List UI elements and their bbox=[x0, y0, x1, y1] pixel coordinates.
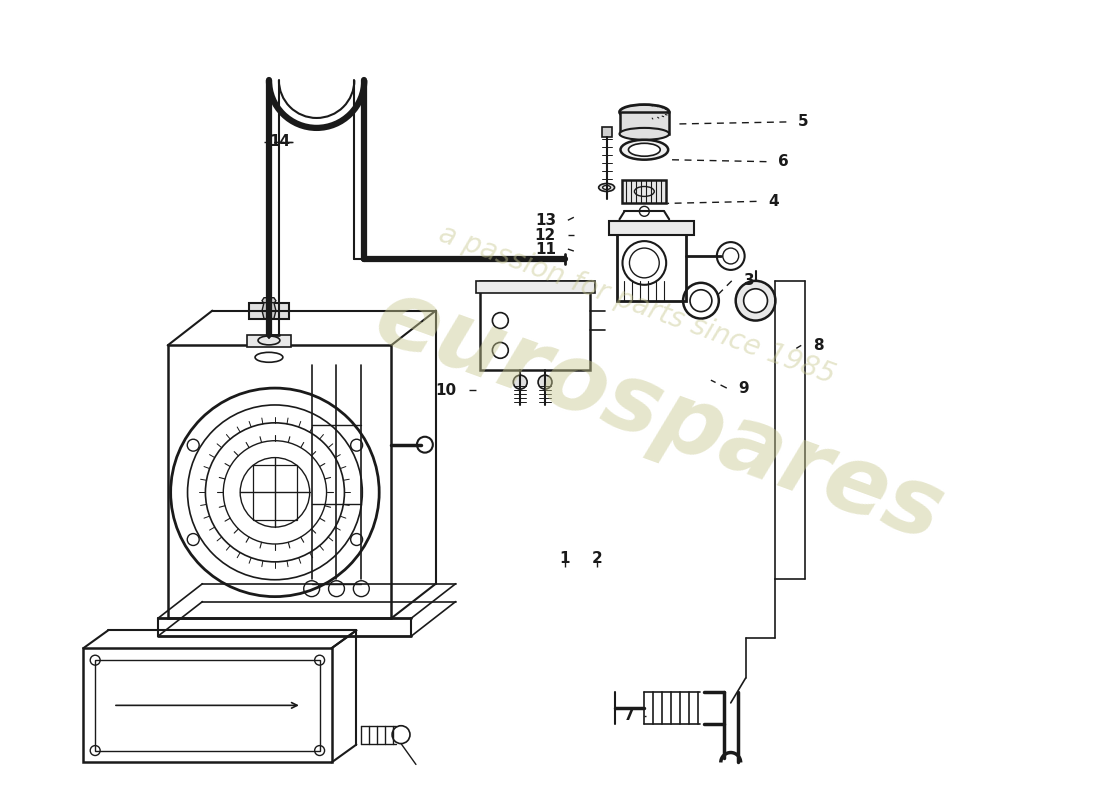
Polygon shape bbox=[475, 281, 595, 293]
Text: 9: 9 bbox=[739, 381, 749, 395]
Circle shape bbox=[538, 375, 552, 389]
Circle shape bbox=[744, 289, 768, 313]
Ellipse shape bbox=[628, 143, 660, 156]
Ellipse shape bbox=[619, 105, 669, 119]
Text: a passion for parts since 1985: a passion for parts since 1985 bbox=[436, 220, 839, 390]
Polygon shape bbox=[248, 335, 290, 347]
Text: 11: 11 bbox=[535, 242, 556, 257]
Text: 3: 3 bbox=[744, 274, 755, 288]
Text: 1: 1 bbox=[560, 551, 570, 566]
Polygon shape bbox=[262, 302, 276, 318]
Text: 7: 7 bbox=[624, 708, 635, 723]
Ellipse shape bbox=[598, 183, 615, 191]
Text: 2: 2 bbox=[592, 551, 602, 566]
Text: 10: 10 bbox=[436, 382, 456, 398]
Polygon shape bbox=[262, 298, 276, 304]
Polygon shape bbox=[623, 179, 667, 203]
Text: 14: 14 bbox=[270, 134, 290, 150]
Polygon shape bbox=[602, 127, 612, 137]
Polygon shape bbox=[608, 222, 694, 235]
Polygon shape bbox=[249, 302, 289, 318]
Text: 8: 8 bbox=[813, 338, 824, 353]
Text: 12: 12 bbox=[535, 228, 556, 242]
Ellipse shape bbox=[619, 128, 669, 140]
Text: 13: 13 bbox=[535, 213, 556, 228]
Text: 6: 6 bbox=[779, 154, 789, 169]
Circle shape bbox=[514, 375, 527, 389]
Polygon shape bbox=[619, 112, 669, 134]
Text: eurospares: eurospares bbox=[363, 270, 956, 562]
Text: 5: 5 bbox=[799, 114, 808, 130]
Text: 4: 4 bbox=[769, 194, 779, 209]
Circle shape bbox=[736, 281, 776, 321]
Ellipse shape bbox=[603, 186, 611, 190]
Ellipse shape bbox=[620, 140, 668, 160]
